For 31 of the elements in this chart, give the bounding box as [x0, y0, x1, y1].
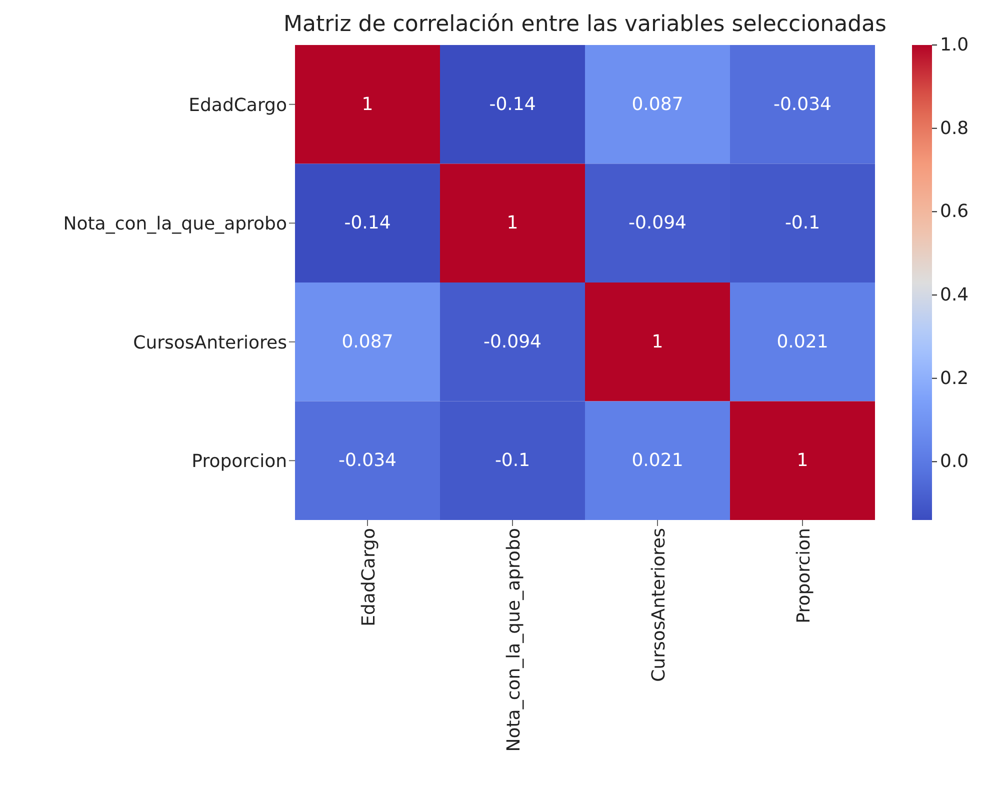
y-tick-label: Nota_con_la_que_aprobo [63, 214, 287, 235]
data-label: -0.094 [483, 331, 542, 352]
color-bar-label: 0.6 [940, 201, 969, 222]
data-label: 1 [652, 331, 664, 352]
color-bar-label: 0.4 [940, 284, 969, 306]
x-tick-label: EdadCargo [358, 528, 380, 626]
data-label: -0.14 [489, 94, 536, 115]
x-tick-label: Nota_con_la_que_aprobo [503, 528, 524, 752]
chart-title: Matriz de correlación entre las variables seleccionadas [284, 12, 886, 37]
data-label: -0.034 [338, 450, 397, 472]
color-bar-label: 1.0 [940, 34, 969, 56]
data-label: -0.1 [494, 450, 530, 472]
data-label: -0.094 [628, 212, 687, 234]
color-bar-label: 0.8 [940, 118, 969, 139]
color-bar-label: 0.2 [940, 368, 969, 389]
data-label: 0.087 [342, 331, 394, 352]
data-label: 1 [796, 450, 808, 472]
data-label: 0.087 [632, 94, 684, 115]
x-tick-label: CursosAnteriores [648, 528, 670, 682]
y-tick-label: EdadCargo [188, 94, 287, 116]
y-tick-label: CursosAnteriores [133, 332, 287, 354]
data-label: 0.021 [632, 450, 684, 472]
data-label: 1 [362, 94, 374, 115]
data-label: -0.034 [773, 94, 832, 115]
data-label: -0.14 [344, 212, 391, 234]
x-tick-label: Proporcion [793, 528, 814, 624]
y-tick-label: Proporcion [192, 451, 287, 472]
data-label: -0.1 [784, 212, 820, 234]
color-bar-label: 0.0 [940, 451, 969, 472]
data-label: 1 [506, 212, 518, 234]
data-label: 0.021 [776, 331, 828, 352]
